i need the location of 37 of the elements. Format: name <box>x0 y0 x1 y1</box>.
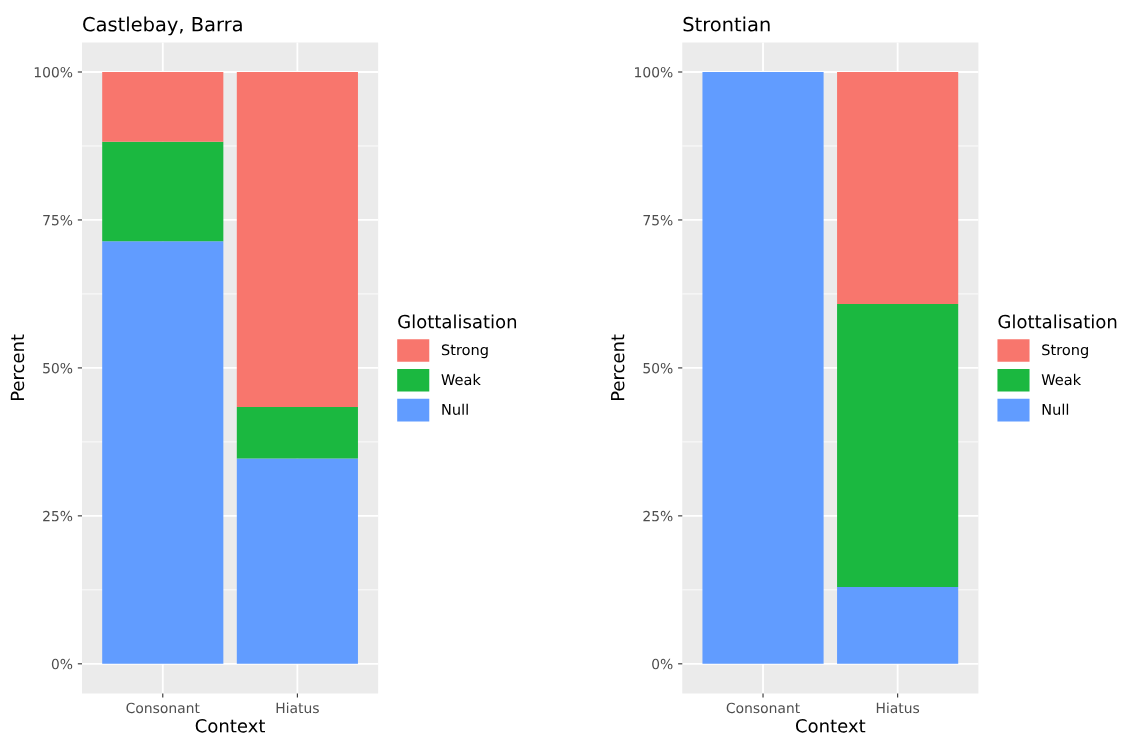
bar <box>236 72 358 407</box>
bar <box>102 72 224 142</box>
bar <box>236 458 358 664</box>
legend-label: Strong <box>441 344 488 359</box>
chart-title: Strontian <box>683 16 770 32</box>
y-axis-title: Percent <box>10 334 25 401</box>
y-tick-label: 100% <box>635 66 673 78</box>
bar <box>236 406 358 459</box>
legend-label: Weak <box>441 373 481 386</box>
y-tick-label: 0% <box>51 658 73 670</box>
bar <box>102 241 224 664</box>
y-tick-label: 75% <box>643 214 673 226</box>
legend-title: Glottalisation <box>398 314 517 329</box>
chart-title: Castlebay, Barra <box>83 16 242 36</box>
y-tick-label: 25% <box>643 510 673 522</box>
x-tick-label: Hiatus <box>876 702 920 714</box>
bar <box>837 303 959 587</box>
x-tick-label: Consonant <box>126 702 200 714</box>
y-tick-label: 50% <box>643 362 673 374</box>
legend-label: Strong <box>1042 344 1088 359</box>
legend-label: Null <box>1042 403 1069 415</box>
y-tick-label: 75% <box>43 214 73 226</box>
bar <box>837 586 959 664</box>
legend-label: Null <box>442 403 468 415</box>
y-tick-label: 0% <box>652 658 673 670</box>
y-axis-title: Percent <box>611 334 625 401</box>
bar <box>102 141 224 242</box>
y-tick-label: 50% <box>43 362 73 374</box>
y-tick-label: 100% <box>34 66 73 78</box>
x-axis-title: Context <box>795 718 866 733</box>
legend-label: Weak <box>1041 373 1082 386</box>
bar <box>837 72 959 304</box>
x-axis-title: Context <box>195 718 266 733</box>
y-tick-label: 25% <box>43 510 73 522</box>
legend-title: Glottalisation <box>998 314 1117 329</box>
x-tick-label: Consonant <box>726 702 800 714</box>
x-tick-label: Hiatus <box>276 702 319 714</box>
